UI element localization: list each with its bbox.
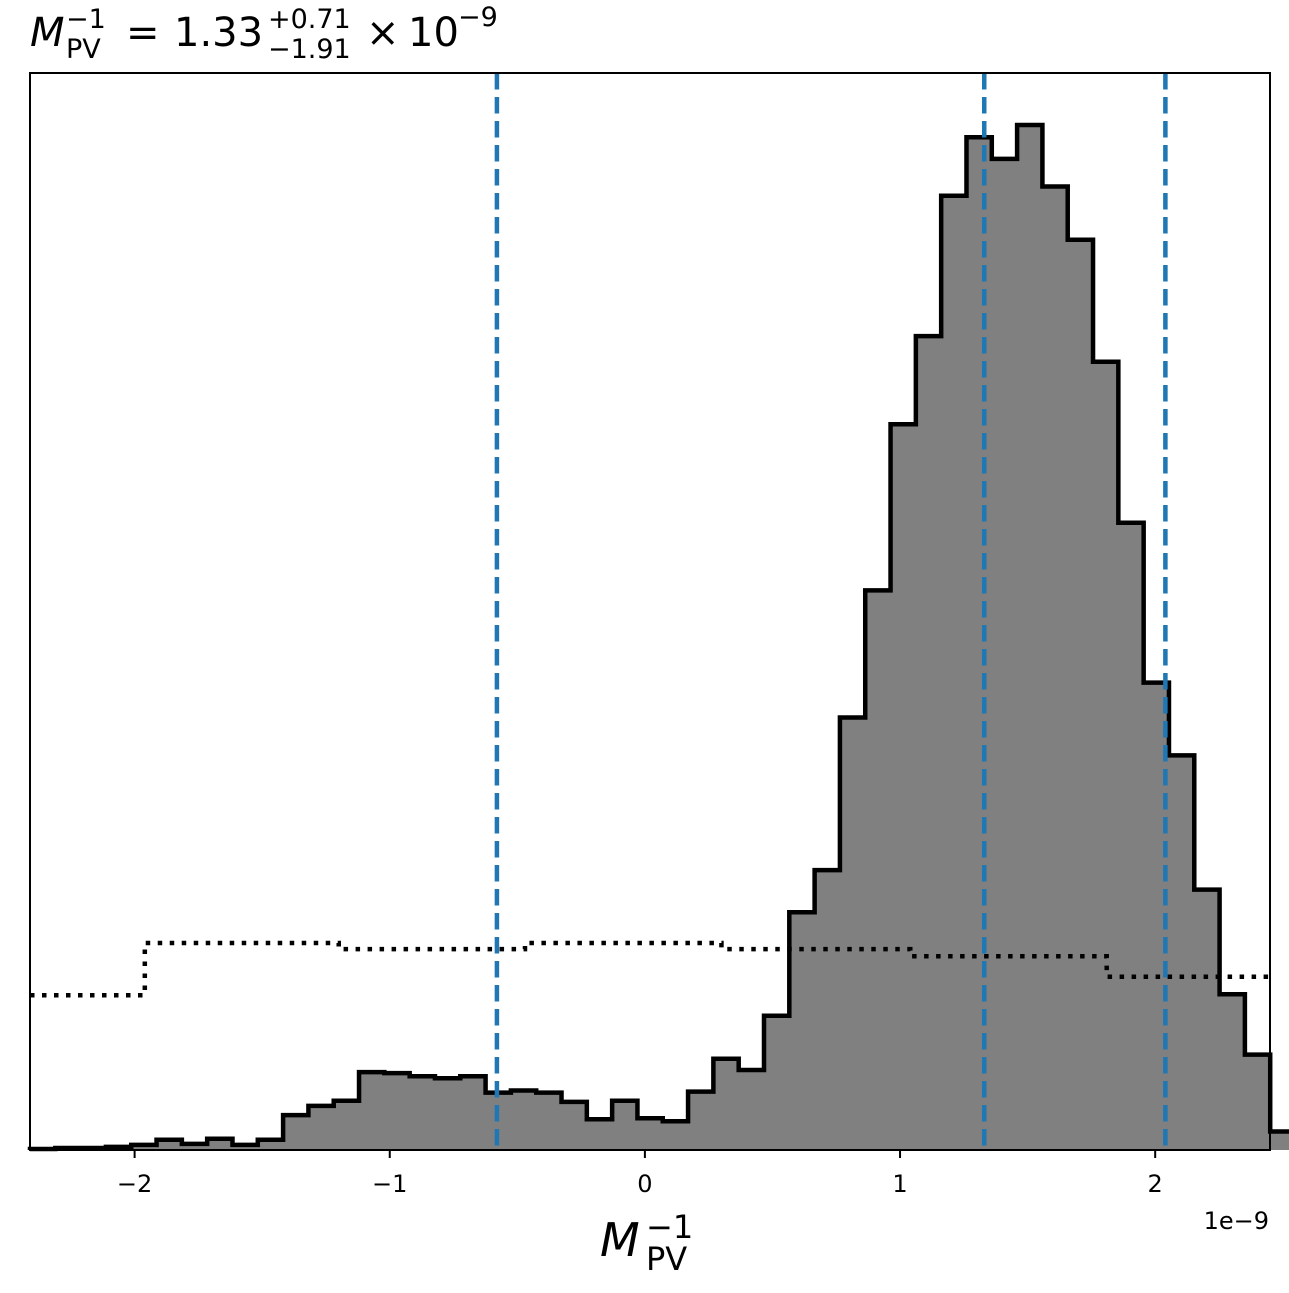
title-value: 1.33 <box>174 10 263 56</box>
histogram-bar <box>915 336 942 1150</box>
histogram-bar <box>434 1078 461 1150</box>
svg-text:=: = <box>126 10 160 56</box>
plot-frame <box>29 72 1271 1151</box>
title-times: × <box>366 10 400 56</box>
svg-text:−1: −1 <box>66 4 106 35</box>
x-tick-label: −1 <box>372 1170 407 1198</box>
histogram-bar <box>460 1076 487 1150</box>
histogram-bar <box>738 1070 765 1150</box>
histogram-bar <box>384 1073 411 1150</box>
histogram-bar <box>1042 186 1069 1150</box>
histogram-bar <box>156 1139 183 1150</box>
xlabel-symbol: M <box>600 1213 640 1267</box>
title-upper-error: +0.71 <box>268 4 351 35</box>
svg-text:×: × <box>366 10 400 56</box>
histogram-bar <box>409 1076 436 1150</box>
svg-text:PV: PV <box>646 1240 687 1278</box>
histogram-bar <box>839 717 866 1150</box>
x-tick-label: 0 <box>637 1170 652 1198</box>
histogram-bar <box>1017 125 1043 1150</box>
x-tick-label: 2 <box>1148 1170 1163 1198</box>
histogram-bar <box>941 195 967 1151</box>
title-symbol-sup: −1 <box>66 4 106 35</box>
title-base: 10 <box>408 10 459 56</box>
histogram-bar <box>1194 889 1221 1150</box>
histogram-bar <box>814 870 841 1150</box>
histogram-bar <box>1118 522 1145 1150</box>
histogram-bar <box>991 158 1018 1150</box>
title-symbol: M <box>30 10 65 56</box>
chart-title: M PV −1 = 1.33 +0.71 −1.91 × 10 −9 <box>30 2 498 65</box>
svg-text:M: M <box>600 1213 640 1267</box>
svg-text:10: 10 <box>408 10 459 56</box>
svg-text:−1: −1 <box>646 1208 693 1246</box>
histogram-bar <box>586 1119 613 1150</box>
histogram-bar <box>763 1015 790 1150</box>
histogram-bar <box>662 1121 689 1150</box>
svg-text:−9: −9 <box>458 2 498 33</box>
histogram-bar <box>232 1144 259 1150</box>
histogram-bar <box>637 1118 664 1150</box>
x-tick-label: 1 <box>892 1170 907 1198</box>
histogram-bar <box>1168 755 1195 1150</box>
histogram-bar <box>890 424 917 1150</box>
xlabel-sub: PV <box>646 1240 687 1278</box>
histogram-bar <box>865 590 892 1150</box>
histogram-bar <box>207 1138 233 1150</box>
x-axis-ticks: −2 −1 0 1 2 <box>117 1150 1163 1198</box>
quantile-lines <box>494 73 1168 1150</box>
histogram-bars <box>27 122 1289 1152</box>
histogram-bar <box>283 1115 309 1150</box>
histogram-bar <box>536 1092 563 1150</box>
histogram-bar <box>510 1090 537 1150</box>
svg-text:−1.91: −1.91 <box>268 34 351 65</box>
svg-text:M: M <box>30 10 65 56</box>
histogram-bar <box>257 1139 284 1150</box>
x-axis-label: M PV −1 <box>600 1208 693 1278</box>
histogram-bar <box>1093 361 1119 1150</box>
histogram-bar <box>1219 994 1246 1150</box>
title-exponent: −9 <box>458 2 498 33</box>
histogram-bar <box>561 1101 588 1150</box>
svg-text:PV: PV <box>66 34 101 65</box>
title-equals: = <box>126 10 160 56</box>
x-tick-label: −2 <box>117 1170 152 1198</box>
histogram-bar <box>131 1144 158 1150</box>
histogram-bar <box>789 912 816 1150</box>
title-lower-error: −1.91 <box>268 34 351 65</box>
svg-text:+0.71: +0.71 <box>268 4 351 35</box>
histogram-bar <box>181 1143 208 1150</box>
xlabel-sup: −1 <box>646 1208 693 1246</box>
histogram-bar <box>966 137 993 1151</box>
histogram-bar <box>333 1100 360 1150</box>
x-axis-offset-label: 1e−9 <box>1204 1207 1269 1235</box>
histogram-bar <box>1067 239 1094 1151</box>
histogram-bar <box>359 1072 385 1150</box>
histogram-bar <box>688 1091 714 1150</box>
histogram-bar <box>713 1058 740 1150</box>
histogram-bar <box>1270 1131 1289 1150</box>
svg-text:1.33: 1.33 <box>174 10 263 56</box>
title-symbol-sub: PV <box>66 34 101 65</box>
histogram-bar <box>308 1105 335 1150</box>
histogram-bar <box>612 1100 638 1150</box>
histogram-bar <box>1244 1054 1271 1150</box>
histogram-outline <box>27 122 1289 1152</box>
